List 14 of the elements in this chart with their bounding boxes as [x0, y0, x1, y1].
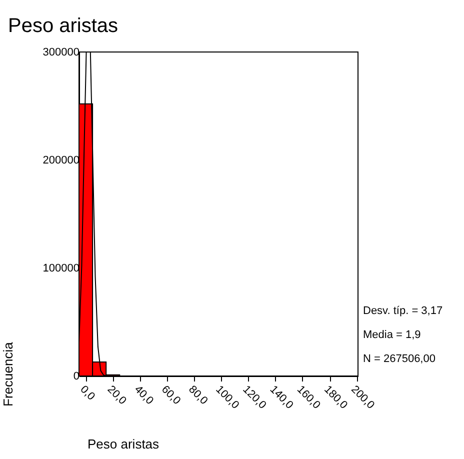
x-axis-title: Peso aristas — [88, 436, 160, 452]
x-tick-label: 60,0 — [159, 384, 183, 408]
y-axis-title: Frecuencia — [0, 341, 16, 406]
x-tick-label: 20,0 — [104, 384, 129, 408]
chart-title: Peso aristas — [8, 15, 118, 37]
text: Media = 1,9 — [363, 329, 421, 341]
text: N = 267506,00 — [363, 353, 436, 365]
x-tick-label: 40,0 — [132, 384, 156, 408]
x-tick-label: 0,0 — [78, 384, 98, 403]
text: Desv. típ. = 3,17 — [363, 305, 443, 317]
y-tick-label: 200000 — [42, 154, 80, 166]
y-tick-label: 100000 — [42, 262, 80, 274]
y-tick-label: 300000 — [42, 46, 80, 58]
x-tick-label: 80,0 — [186, 384, 210, 408]
